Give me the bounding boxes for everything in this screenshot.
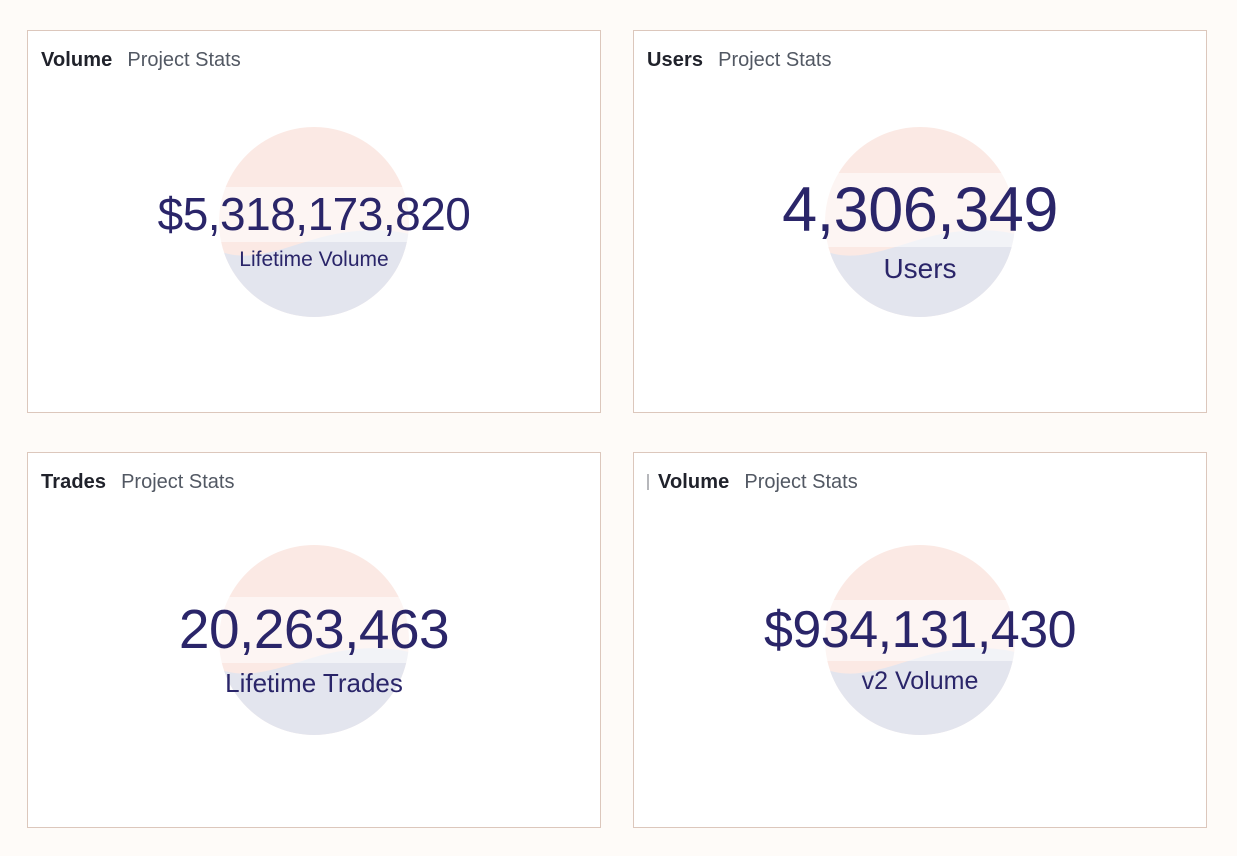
panel-title[interactable]: Volume (41, 49, 113, 71)
circle-wave-shape (825, 229, 1015, 317)
panel-title[interactable]: Users (647, 49, 704, 71)
panel-header[interactable]: Users Project Stats (647, 48, 1193, 72)
stat-value: $5,318,173,820 (145, 186, 483, 242)
panel-title[interactable]: Volume (658, 471, 730, 493)
panel-body: 4,306,349 Users (634, 31, 1206, 412)
panel-title-suffix: Project Stats (121, 471, 235, 493)
stat-label: v2 Volume (861, 667, 979, 696)
circle-wave-shape (219, 229, 409, 317)
panel-body: 20,263,463 Lifetime Trades (28, 453, 600, 827)
panel-body: $5,318,173,820 Lifetime Volume (28, 31, 600, 412)
stat-panel-grid: Volume Project Stats $5,318,173,820 Life… (27, 30, 1207, 828)
circle-wave-shape (825, 648, 1015, 735)
stat-label: Lifetime Trades (225, 667, 403, 698)
panel-header[interactable]: Volume Project Stats (647, 470, 1193, 494)
stat-block: 4,306,349 Users (770, 172, 1070, 286)
panel-title-suffix: Project Stats (127, 49, 241, 71)
panel-title-suffix: Project Stats (718, 49, 832, 71)
stat-label: Lifetime Volume (239, 247, 389, 271)
stat-panel-lifetime-volume: Volume Project Stats $5,318,173,820 Life… (27, 30, 601, 413)
panel-body: $934,131,430 v2 Volume (634, 453, 1206, 827)
stat-value: 4,306,349 (770, 172, 1070, 248)
text-cursor-artifact (647, 474, 649, 490)
stat-block: $934,131,430 v2 Volume (751, 599, 1089, 697)
panel-title[interactable]: Trades (41, 471, 107, 493)
panel-header[interactable]: Volume Project Stats (41, 48, 587, 72)
stat-block: 20,263,463 Lifetime Trades (166, 597, 462, 698)
circle-wave-shape (219, 648, 409, 735)
panel-header[interactable]: Trades Project Stats (41, 470, 587, 494)
stat-block: $5,318,173,820 Lifetime Volume (145, 186, 483, 272)
stat-panel-users: Users Project Stats 4,306,349 Users (633, 30, 1207, 413)
panel-title-suffix: Project Stats (744, 471, 858, 493)
stat-panel-lifetime-trades: Trades Project Stats 20,263,463 Lifetime… (27, 452, 601, 828)
stat-value: $934,131,430 (751, 599, 1089, 662)
stat-label: Users (883, 253, 957, 285)
stat-value: 20,263,463 (166, 597, 462, 663)
stat-panel-v2-volume: Volume Project Stats $934,131,430 v2 Vol… (633, 452, 1207, 828)
